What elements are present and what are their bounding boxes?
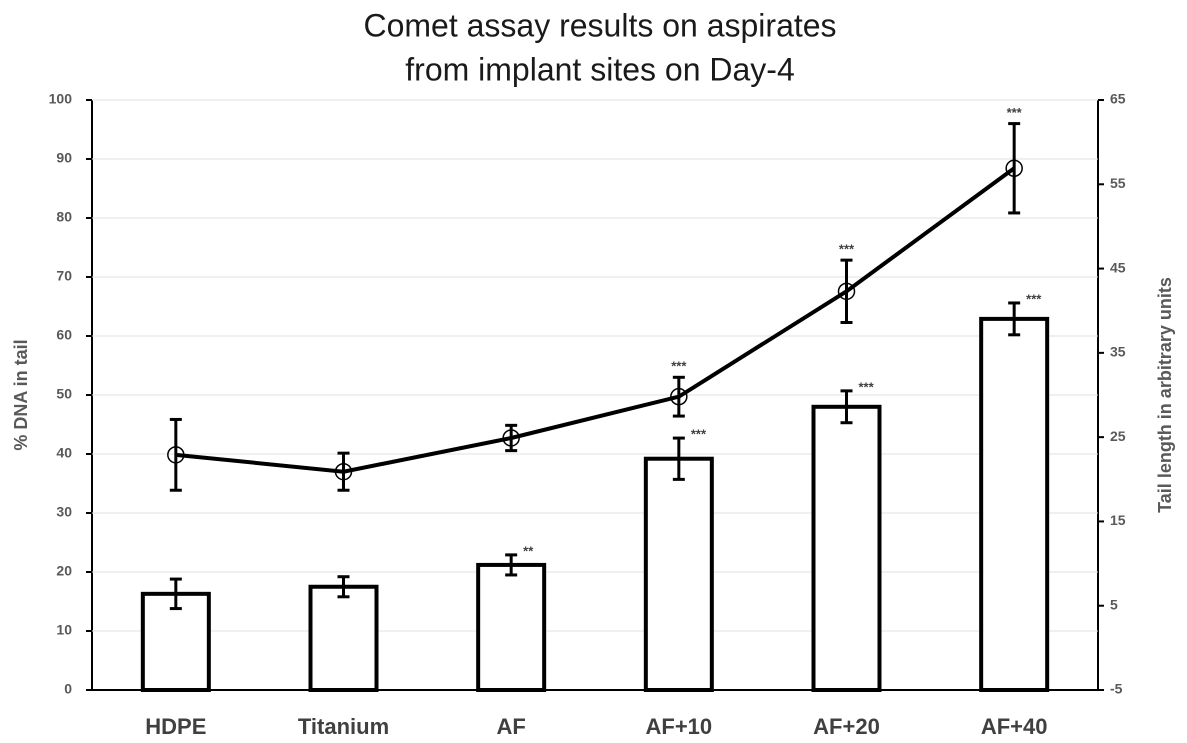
y-tick-label: 0 — [64, 681, 72, 697]
error-bar — [169, 417, 182, 492]
y2-tick-label: 25 — [1110, 428, 1126, 444]
bar — [140, 591, 211, 693]
error-bar — [1008, 122, 1021, 215]
significance-label: *** — [839, 242, 855, 257]
error-bar — [337, 451, 350, 492]
y-tick-label: 60 — [56, 327, 72, 343]
y2-axis-title: Tail length in arbitrary units — [1155, 277, 1175, 513]
significance-label: *** — [1026, 291, 1042, 306]
point — [1005, 159, 1023, 178]
error-bar — [672, 375, 685, 418]
error-bar — [337, 575, 350, 599]
x-tick-label: Titanium — [298, 714, 389, 739]
x-tick-label: AF+40 — [981, 714, 1048, 739]
point — [837, 282, 856, 301]
y-tick-label: 30 — [56, 504, 72, 520]
y2-tick-label: 15 — [1110, 512, 1126, 528]
significance-label: *** — [691, 427, 707, 442]
y-tick-label: 70 — [56, 268, 72, 284]
y-tick-label: 80 — [56, 209, 72, 225]
y-tick-label: 50 — [56, 386, 72, 402]
error-bar — [505, 553, 518, 577]
x-tick-label: AF — [497, 714, 526, 739]
bar — [643, 456, 714, 692]
bar — [979, 316, 1050, 692]
y2-tick-label: 5 — [1110, 596, 1118, 612]
x-tick-label: HDPE — [145, 714, 206, 739]
bar — [476, 562, 547, 692]
x-tick-label: AF+20 — [813, 714, 880, 739]
y-axis-title: % DNA in tail — [11, 339, 31, 450]
point — [670, 387, 688, 406]
y-tick-label: 40 — [56, 445, 72, 461]
point — [334, 462, 353, 481]
y2-tick-label: 45 — [1110, 259, 1126, 275]
significance-label: *** — [1007, 105, 1023, 120]
error-bar — [840, 389, 853, 425]
bar — [308, 584, 379, 692]
significance-label: ** — [523, 543, 534, 558]
line — [175, 166, 1016, 474]
x-tick-label: AF+10 — [646, 714, 713, 739]
significance-label: *** — [671, 359, 687, 374]
error-bar — [840, 258, 853, 325]
point — [502, 429, 520, 447]
chart-title: Comet assay results on aspirates — [363, 7, 836, 43]
error-bar — [169, 577, 182, 611]
error-bar — [672, 436, 685, 481]
y2-tick-label: 55 — [1110, 175, 1126, 191]
point — [167, 446, 185, 464]
y-tick-label: 20 — [56, 563, 72, 579]
y2-tick-label: -5 — [1110, 681, 1123, 697]
y2-tick-label: 35 — [1110, 344, 1126, 360]
y2-tick-label: 65 — [1110, 91, 1126, 107]
y-tick-label: 10 — [56, 622, 72, 638]
chart-title: from implant sites on Day-4 — [405, 51, 794, 87]
significance-label: *** — [859, 379, 875, 394]
y-tick-label: 100 — [49, 91, 73, 107]
bar — [811, 404, 882, 692]
error-bar — [1008, 301, 1021, 337]
y-tick-label: 90 — [56, 150, 72, 166]
